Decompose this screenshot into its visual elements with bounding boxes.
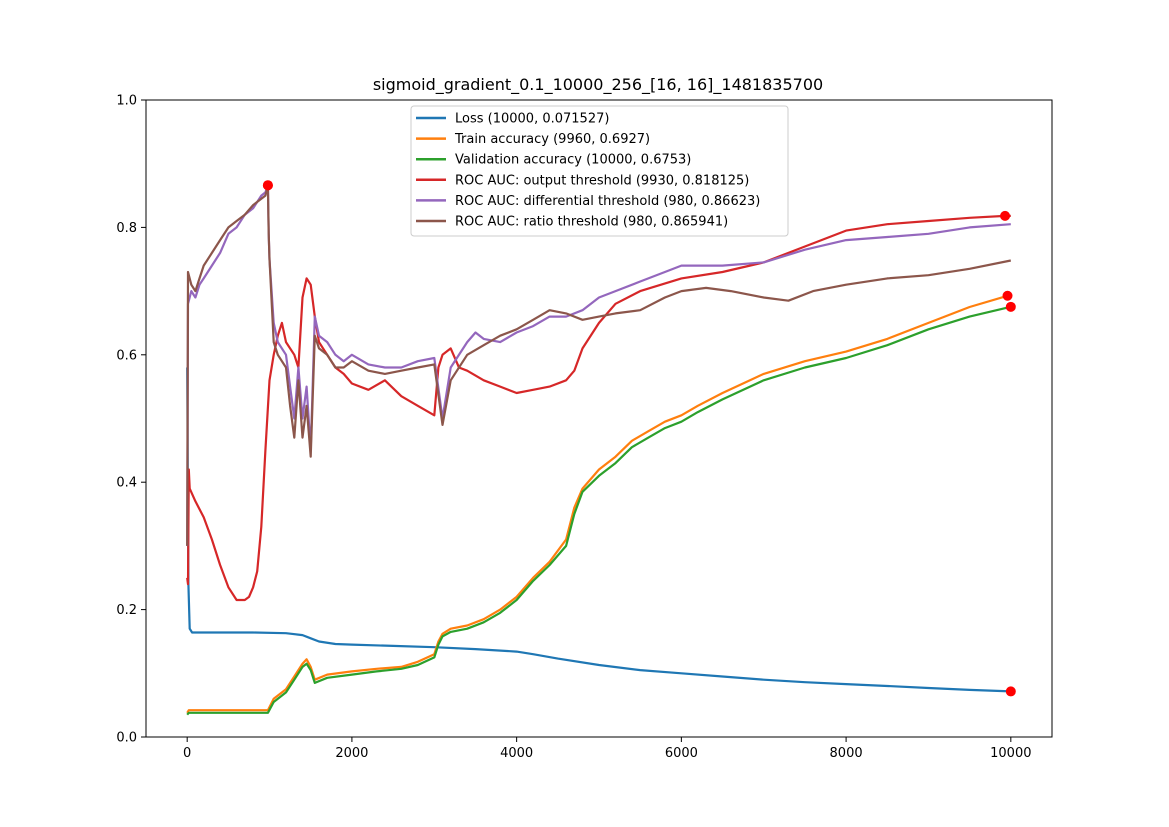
y-tick-label: 0.0 (116, 731, 137, 746)
series-markers (262, 180, 1016, 697)
x-tick-label: 4000 (500, 746, 533, 761)
series-line-0 (186, 367, 1011, 693)
legend-label-1: Train accuracy (9960, 0.6927) (454, 132, 650, 147)
legend-label-2: Validation accuracy (10000, 0.6753) (455, 153, 691, 168)
y-tick-label: 0.2 (116, 603, 137, 618)
x-tick-label: 6000 (665, 746, 698, 761)
series-marker-2 (1005, 301, 1016, 312)
chart-title: sigmoid_gradient_0.1_10000_256_[16, 16]_… (373, 75, 823, 95)
y-tick-label: 0.6 (116, 348, 137, 363)
series-line-1 (186, 294, 1011, 714)
legend-label-5: ROC AUC: ratio threshold (980, 0.865941) (455, 215, 728, 230)
legend-box (410, 105, 789, 237)
y-axis: 0.0 0.2 0.4 0.6 0.8 1.0 (116, 94, 146, 746)
legend: Loss (10000, 0.071527) Train accuracy (99… (410, 105, 789, 237)
y-tick-label: 0.8 (116, 221, 137, 236)
legend-label-0: Loss (10000, 0.071527) (455, 112, 609, 127)
series-marker-1 (1002, 290, 1013, 301)
series-marker-0 (1005, 686, 1016, 697)
x-tick-label: 10000 (990, 746, 1031, 761)
series-line-2 (186, 305, 1012, 716)
plot-frame (145, 99, 1053, 738)
x-tick-label: 0 (183, 746, 191, 761)
y-tick-label: 0.4 (116, 476, 137, 491)
y-tick-label: 1.0 (116, 94, 137, 109)
x-axis: 0 2000 4000 6000 8000 10000 (183, 737, 1031, 761)
legend-label-4: ROC AUC: differential threshold (980, 0.… (455, 194, 760, 209)
x-tick-label: 2000 (335, 746, 368, 761)
series-lines (186, 184, 1012, 716)
x-tick-label: 8000 (830, 746, 863, 761)
series-marker-5 (262, 180, 273, 191)
series-line-4 (186, 184, 1011, 546)
series-marker-3 (1000, 210, 1011, 221)
series-line-3 (186, 214, 1011, 602)
series-line-5 (186, 184, 1012, 546)
legend-label-3: ROC AUC: output threshold (9930, 0.81812… (455, 173, 749, 188)
